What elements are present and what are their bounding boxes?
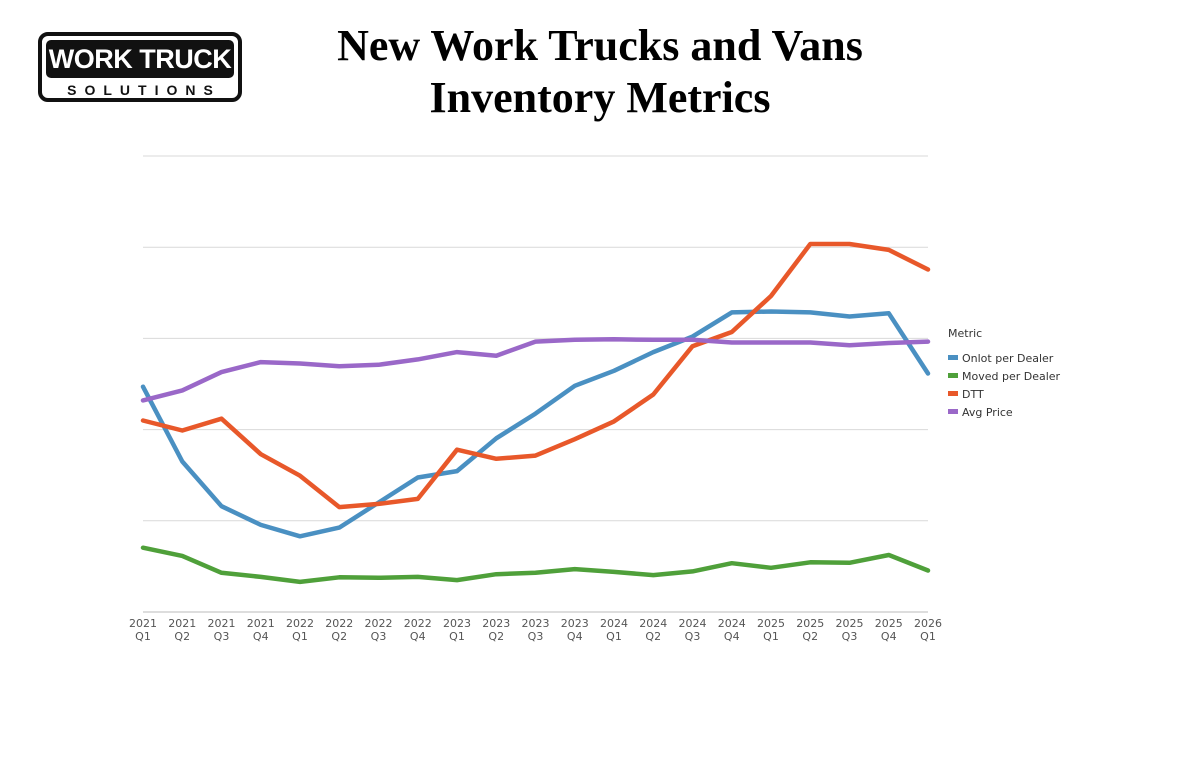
x-tick-label-quarter: Q3	[371, 630, 387, 643]
chart-title-line-1: New Work Trucks and Vans	[337, 21, 863, 70]
x-tick-label-year: 2023	[522, 617, 550, 630]
legend-swatch	[948, 409, 958, 414]
x-tick-label-quarter: Q2	[802, 630, 818, 643]
x-tick-label-year: 2023	[561, 617, 589, 630]
legend-label: Moved per Dealer	[962, 370, 1061, 383]
legend-label: DTT	[962, 388, 984, 401]
x-tick-label-year: 2021	[247, 617, 275, 630]
legend-label: Onlot per Dealer	[962, 352, 1054, 365]
x-tick-label-year: 2023	[482, 617, 510, 630]
chart-title-line-2: Inventory Metrics	[429, 73, 771, 122]
series-line-onlot-per-dealer	[140, 309, 931, 539]
x-tick-label-year: 2026	[914, 617, 942, 630]
chart-title: New Work Trucks and Vans Inventory Metri…	[280, 20, 920, 124]
x-tick-label-quarter: Q2	[488, 630, 504, 643]
work-truck-solutions-logo: WORK TRUCK SOLUTIONS	[38, 32, 242, 102]
x-tick-label-quarter: Q1	[763, 630, 779, 643]
x-tick-label-quarter: Q3	[842, 630, 858, 643]
x-tick-label-quarter: Q4	[881, 630, 897, 643]
x-tick-label-quarter: Q1	[606, 630, 622, 643]
x-tick-label-quarter: Q4	[253, 630, 269, 643]
series-lines	[140, 241, 931, 585]
x-tick-label-year: 2022	[404, 617, 432, 630]
x-tick-label-year: 2023	[443, 617, 471, 630]
x-axis-tick-labels: 2021Q12021Q22021Q32021Q42022Q12022Q22022…	[129, 617, 942, 643]
x-tick-label-year: 2022	[286, 617, 314, 630]
x-tick-label-quarter: Q1	[449, 630, 465, 643]
x-tick-label-year: 2021	[208, 617, 236, 630]
x-tick-label-year: 2025	[757, 617, 785, 630]
logo-line-1: WORK TRUCK	[46, 40, 234, 78]
x-tick-label-quarter: Q2	[174, 630, 190, 643]
x-tick-label-year: 2024	[639, 617, 667, 630]
x-tick-label-quarter: Q3	[528, 630, 544, 643]
legend: Metric Onlot per Dealer Moved per Dealer D…	[948, 327, 1061, 419]
series-line-moved-per-dealer	[140, 545, 931, 585]
x-tick-label-year: 2025	[796, 617, 824, 630]
x-tick-label-year: 2025	[836, 617, 864, 630]
legend-label: Avg Price	[962, 406, 1013, 419]
x-tick-label-quarter: Q4	[724, 630, 740, 643]
legend-swatch	[948, 355, 958, 360]
x-tick-label-quarter: Q1	[292, 630, 308, 643]
x-tick-label-quarter: Q4	[410, 630, 426, 643]
x-tick-label-quarter: Q3	[214, 630, 230, 643]
series-line-dtt	[140, 241, 931, 510]
x-tick-label-quarter: Q3	[685, 630, 701, 643]
legend-swatch	[948, 391, 958, 396]
x-tick-label-quarter: Q1	[135, 630, 151, 643]
legend-swatch	[948, 373, 958, 378]
legend-items: Onlot per Dealer Moved per Dealer DTT Avg P…	[948, 352, 1061, 419]
legend-title: Metric	[948, 327, 982, 340]
x-tick-label-year: 2021	[168, 617, 196, 630]
x-tick-label-year: 2022	[365, 617, 393, 630]
x-tick-label-quarter: Q2	[331, 630, 347, 643]
x-tick-label-quarter: Q1	[920, 630, 936, 643]
logo-line-2: SOLUTIONS	[67, 82, 221, 98]
x-tick-label-quarter: Q2	[645, 630, 661, 643]
x-tick-label-year: 2024	[600, 617, 628, 630]
x-tick-label-year: 2024	[679, 617, 707, 630]
x-tick-label-year: 2024	[718, 617, 746, 630]
grid-lines	[143, 155, 928, 613]
series-line-avg-price	[140, 337, 931, 403]
x-tick-label-year: 2022	[325, 617, 353, 630]
x-tick-label-quarter: Q4	[567, 630, 583, 643]
x-tick-label-year: 2021	[129, 617, 157, 630]
x-tick-label-year: 2025	[875, 617, 903, 630]
